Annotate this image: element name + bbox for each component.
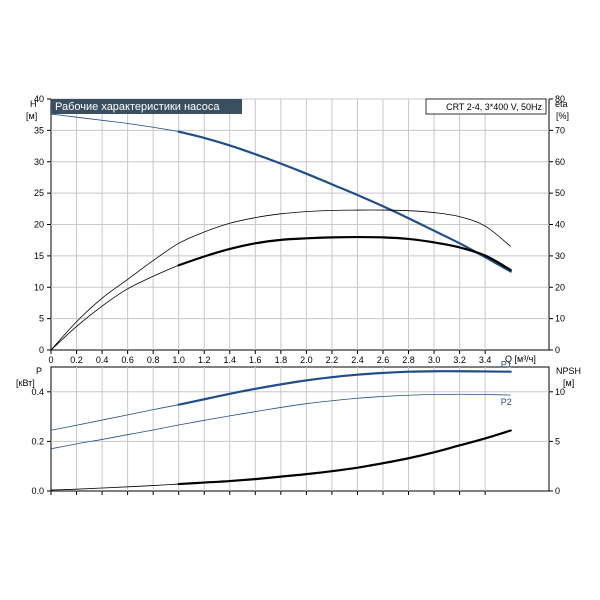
bottom-curves: P1 P2 bbox=[50, 360, 512, 491]
npsh-tick-label: 10 bbox=[555, 387, 565, 397]
npsh-axis-unit: [м] bbox=[563, 378, 574, 388]
p-axis-label: P bbox=[36, 366, 42, 376]
bottom-series-label-p2: P2 bbox=[501, 397, 512, 407]
top-curves bbox=[50, 113, 512, 351]
h-axis-label: H bbox=[30, 99, 37, 109]
model-label-box bbox=[425, 98, 547, 115]
h-tick-label: 5 bbox=[39, 314, 44, 324]
bottom-series-1-thin bbox=[50, 393, 511, 450]
bottom-series-label-p1: P1 bbox=[501, 360, 512, 370]
q-tick-label: 2.4 bbox=[351, 355, 364, 365]
eta-tick-label: 80 bbox=[555, 94, 565, 104]
eta-axis-label: eta bbox=[555, 99, 568, 109]
q-tick-label: 0.2 bbox=[70, 355, 83, 365]
p-tick-label: 0.2 bbox=[31, 436, 44, 446]
q-tick-label: 0.6 bbox=[121, 355, 134, 365]
npsh-tick-label: 5 bbox=[555, 436, 560, 446]
q-tick-label: 2.8 bbox=[402, 355, 415, 365]
q-tick-label: 3.2 bbox=[453, 355, 466, 365]
chart-title: Рабочие характеристики насоса bbox=[55, 101, 220, 113]
top-ticks: 0 5 10 15 20 25 30 35 40 0 10 20 30 40 50 60 70 80 0 0.2 0.4… bbox=[34, 94, 565, 365]
h-tick-label: 25 bbox=[34, 188, 44, 198]
eta-tick-label: 50 bbox=[555, 188, 565, 198]
top-series-2-bold bbox=[177, 235, 512, 272]
bottom-series-0-thin bbox=[50, 404, 179, 431]
h-axis-unit: [м] bbox=[26, 111, 37, 121]
eta-axis-unit: [%] bbox=[556, 111, 569, 121]
q-tick-label: 0 bbox=[48, 355, 53, 365]
top-series-0-bold bbox=[177, 130, 512, 273]
q-tick-label: 3.4 bbox=[479, 355, 492, 365]
q-tick-label: 2.2 bbox=[326, 355, 339, 365]
p-axis-unit: [кВт] bbox=[16, 378, 35, 388]
h-tick-label: 0 bbox=[39, 345, 44, 355]
eta-tick-label: 70 bbox=[555, 125, 565, 135]
npsh-tick-label: 0 bbox=[555, 486, 560, 496]
bottom-ticks: 0.0 0.2 0.4 0 5 10 bbox=[31, 387, 565, 496]
q-tick-label: 1.8 bbox=[275, 355, 288, 365]
h-tick-label: 20 bbox=[34, 220, 44, 230]
eta-tick-label: 20 bbox=[555, 282, 565, 292]
q-tick-label: 1.0 bbox=[172, 355, 185, 365]
p-tick-label: 0.0 bbox=[31, 486, 44, 496]
p-tick-label: 0.4 bbox=[31, 387, 44, 397]
q-tick-label: 3.0 bbox=[428, 355, 441, 365]
top-series-2-thin bbox=[50, 264, 179, 351]
bottom-plot-frame bbox=[50, 366, 550, 492]
title-box bbox=[51, 99, 242, 114]
top-series-1-thin bbox=[50, 209, 511, 351]
h-tick-label: 40 bbox=[34, 94, 44, 104]
q-tick-label: 2.6 bbox=[377, 355, 390, 365]
bottom-series-0-bold bbox=[177, 370, 512, 406]
q-tick-label: 1.4 bbox=[224, 355, 237, 365]
q-tick-label: 1.6 bbox=[249, 355, 262, 365]
npsh-axis-label: NPSH bbox=[556, 366, 581, 376]
h-tick-label: 30 bbox=[34, 157, 44, 167]
eta-tick-label: 40 bbox=[555, 220, 565, 230]
h-tick-label: 35 bbox=[34, 125, 44, 135]
bottom-grid bbox=[51, 367, 549, 491]
bottom-series-2-bold bbox=[177, 429, 512, 486]
top-grid bbox=[51, 98, 549, 350]
q-tick-label: 0.8 bbox=[147, 355, 160, 365]
q-tick-label: 2.0 bbox=[300, 355, 313, 365]
h-tick-label: 10 bbox=[34, 282, 44, 292]
bottom-series-2-thin bbox=[50, 483, 179, 491]
q-tick-label: 0.4 bbox=[96, 355, 109, 365]
eta-tick-label: 10 bbox=[555, 314, 565, 324]
eta-tick-label: 0 bbox=[555, 345, 560, 355]
q-tick-label: 1.2 bbox=[198, 355, 211, 365]
q-axis-label: Q [м³/ч] bbox=[505, 354, 536, 364]
h-tick-label: 15 bbox=[34, 251, 44, 261]
eta-tick-label: 60 bbox=[555, 157, 565, 167]
model-label: CRT 2-4, 3*400 V, 50Hz bbox=[446, 102, 542, 112]
eta-tick-label: 30 bbox=[555, 251, 565, 261]
top-series-0-thin bbox=[50, 113, 179, 133]
